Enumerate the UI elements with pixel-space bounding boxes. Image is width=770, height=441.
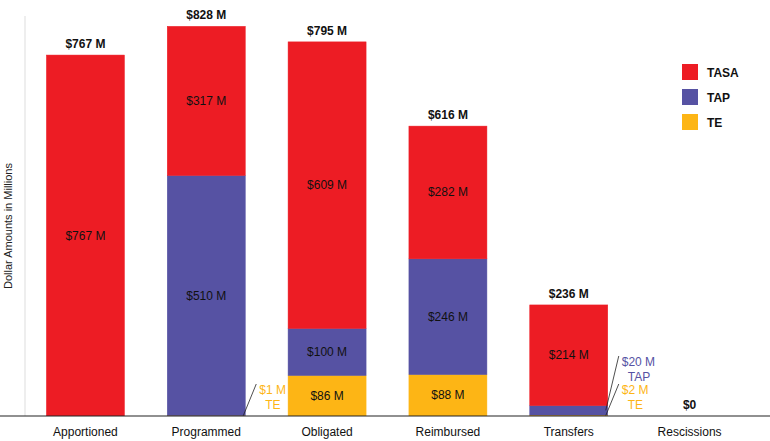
data-label: $214 M <box>549 348 589 362</box>
callout-line <box>606 384 619 416</box>
bars <box>46 26 607 416</box>
bar-segment <box>46 55 124 416</box>
callout-series-name: TAP <box>628 370 650 384</box>
x-tick-label: Transfers <box>544 425 594 439</box>
data-label: $317 M <box>186 94 226 108</box>
legend-swatch <box>682 89 698 105</box>
x-axis-line <box>0 415 770 416</box>
data-label: $88 M <box>431 388 464 402</box>
x-tick-label: Apportioned <box>53 425 118 439</box>
total-label: $0 <box>683 398 697 412</box>
legend-swatch <box>682 114 698 130</box>
bar-segment <box>288 328 366 375</box>
callout-line <box>243 384 256 416</box>
callout-label: $2 M <box>622 383 649 397</box>
callout-line <box>606 356 619 410</box>
total-label: $236 M <box>549 287 589 301</box>
legend-swatch <box>682 64 698 80</box>
x-tick-label: Obligated <box>301 425 352 439</box>
data-label: $100 M <box>307 345 347 359</box>
y-axis-line <box>25 16 26 416</box>
chart: Dollar Amounts in Millions $767 M $767 M Ap… <box>0 0 770 441</box>
data-label: $246 M <box>428 310 468 324</box>
callout-series-name: TE <box>628 398 643 412</box>
x-tick-label: Rescissions <box>658 425 722 439</box>
legend: TASA TAP TE <box>682 64 739 130</box>
bar-segment <box>167 26 245 175</box>
data-label: $86 M <box>310 389 343 403</box>
bar-segment <box>288 42 366 329</box>
bar-segment <box>409 126 487 259</box>
x-tick-label: Programmed <box>172 425 241 439</box>
total-label: $616 M <box>428 108 468 122</box>
y-axis-label: Dollar Amounts in Millions <box>2 163 14 289</box>
data-label: $767 M <box>65 229 105 243</box>
legend-label: TAP <box>707 91 730 105</box>
data-label: $609 M <box>307 178 347 192</box>
data-label: $282 M <box>428 185 468 199</box>
callout-series-name: TE <box>265 398 280 412</box>
bar-segment <box>167 176 245 416</box>
bar-segment <box>409 259 487 375</box>
bar-segment <box>530 406 608 415</box>
total-label: $795 M <box>307 24 347 38</box>
bar-segment <box>530 305 608 406</box>
labels: $767 M$767 MApportioned$1 MTE$510 M$317 … <box>53 8 722 439</box>
legend-label: TE <box>707 116 722 130</box>
callout-label: $20 M <box>622 355 655 369</box>
bar-segment <box>288 376 366 416</box>
total-label: $767 M <box>65 37 105 51</box>
total-label: $828 M <box>186 8 226 22</box>
data-label: $510 M <box>186 289 226 303</box>
callout-label: $1 M <box>259 383 286 397</box>
x-tick-label: Reimbursed <box>416 425 481 439</box>
bar-segment <box>409 375 487 416</box>
legend-label: TASA <box>707 66 739 80</box>
